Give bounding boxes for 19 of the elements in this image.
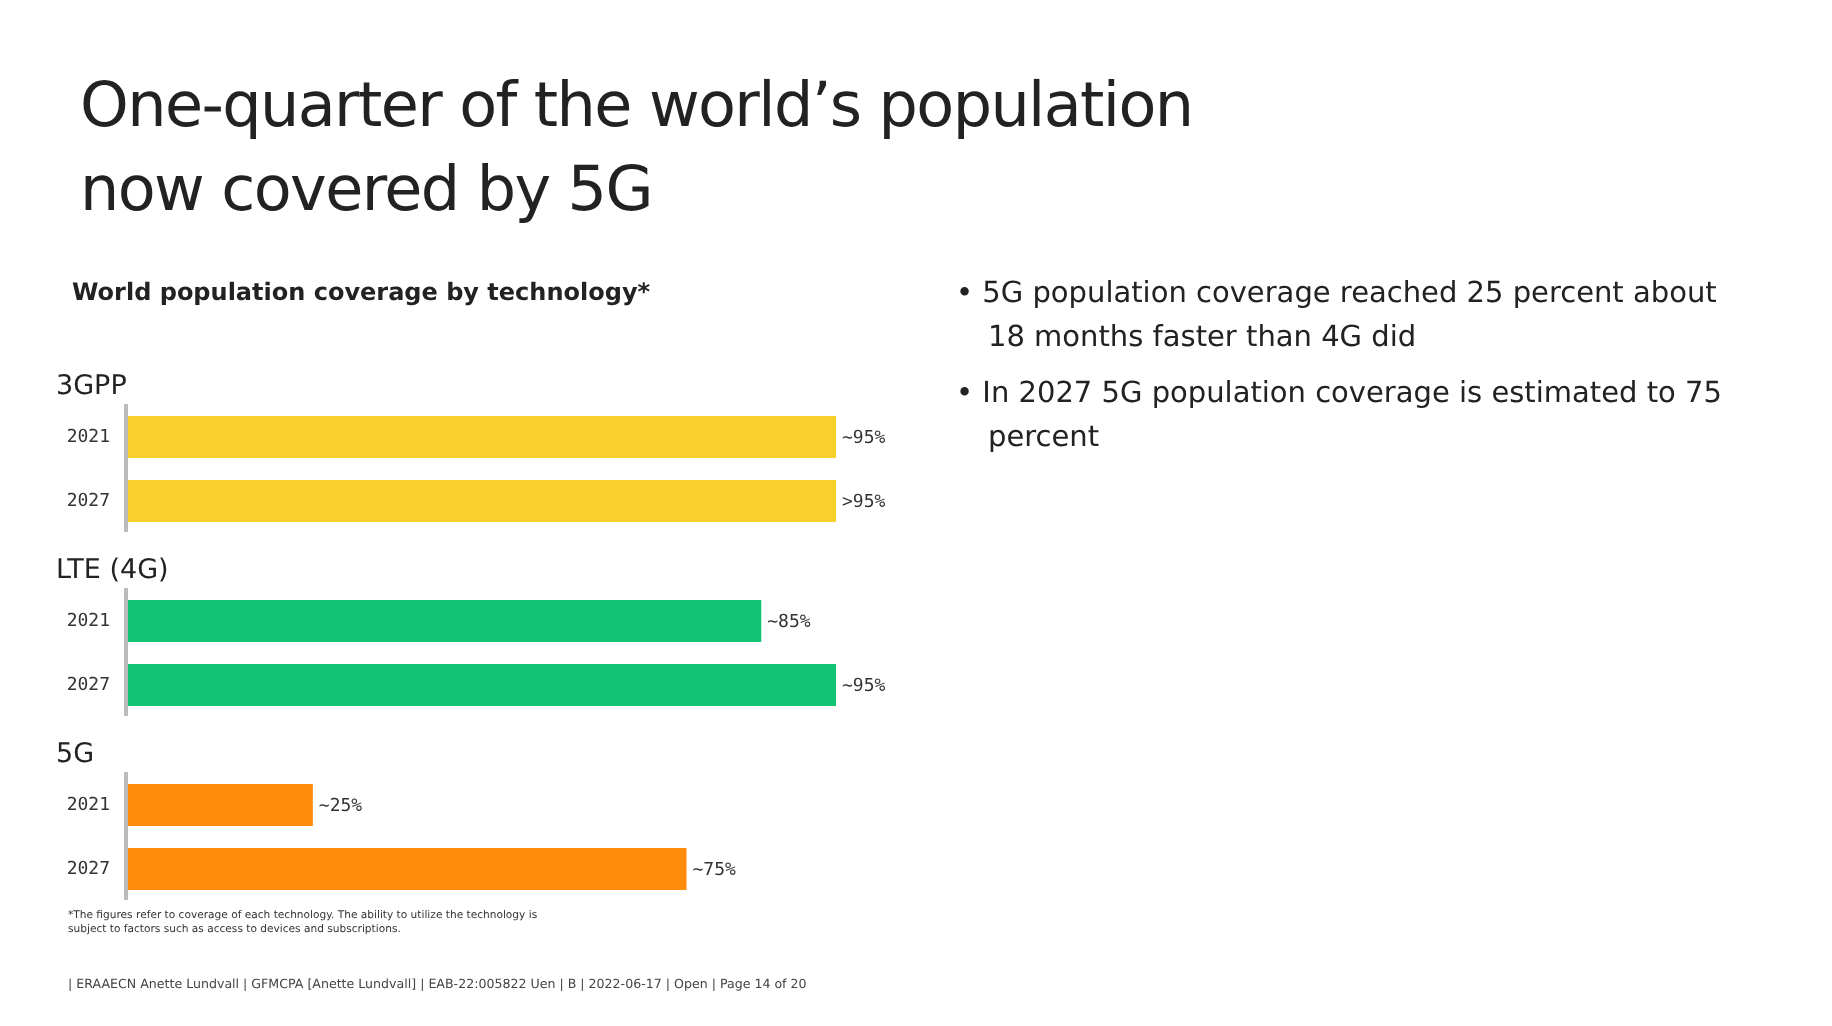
text: • In 2027 5G population coverage is estimated to 75 percent: [956, 376, 1724, 458]
data-label: ~75%: [692, 861, 738, 882]
series-label: 3GPP: [56, 368, 129, 404]
data-label: ~95%: [842, 677, 887, 698]
chart-title: One-quarter of the world’s population now covered by 5G: [80, 68, 1195, 230]
series-label: 5G: [56, 736, 97, 772]
data-label: >95%: [842, 493, 887, 514]
chart-subtitle: World population coverage by technology*: [72, 278, 651, 306]
data-label: ~85%: [767, 613, 812, 634]
y-tick-label: 2021: [66, 612, 110, 633]
y-tick-label: 2027: [66, 860, 110, 881]
data-label: ~95%: [842, 429, 887, 450]
y-tick-label: 2021: [66, 796, 110, 817]
y-tick-label: 2021: [66, 428, 110, 449]
text: • 5G population coverage reached 25 percent about 18 months faster than 4G did: [956, 276, 1719, 358]
series-label: LTE (4G): [56, 552, 171, 588]
data-label: ~25%: [318, 797, 364, 818]
y-tick-label: 2027: [66, 492, 110, 513]
y-tick-label: 2027: [66, 676, 110, 697]
